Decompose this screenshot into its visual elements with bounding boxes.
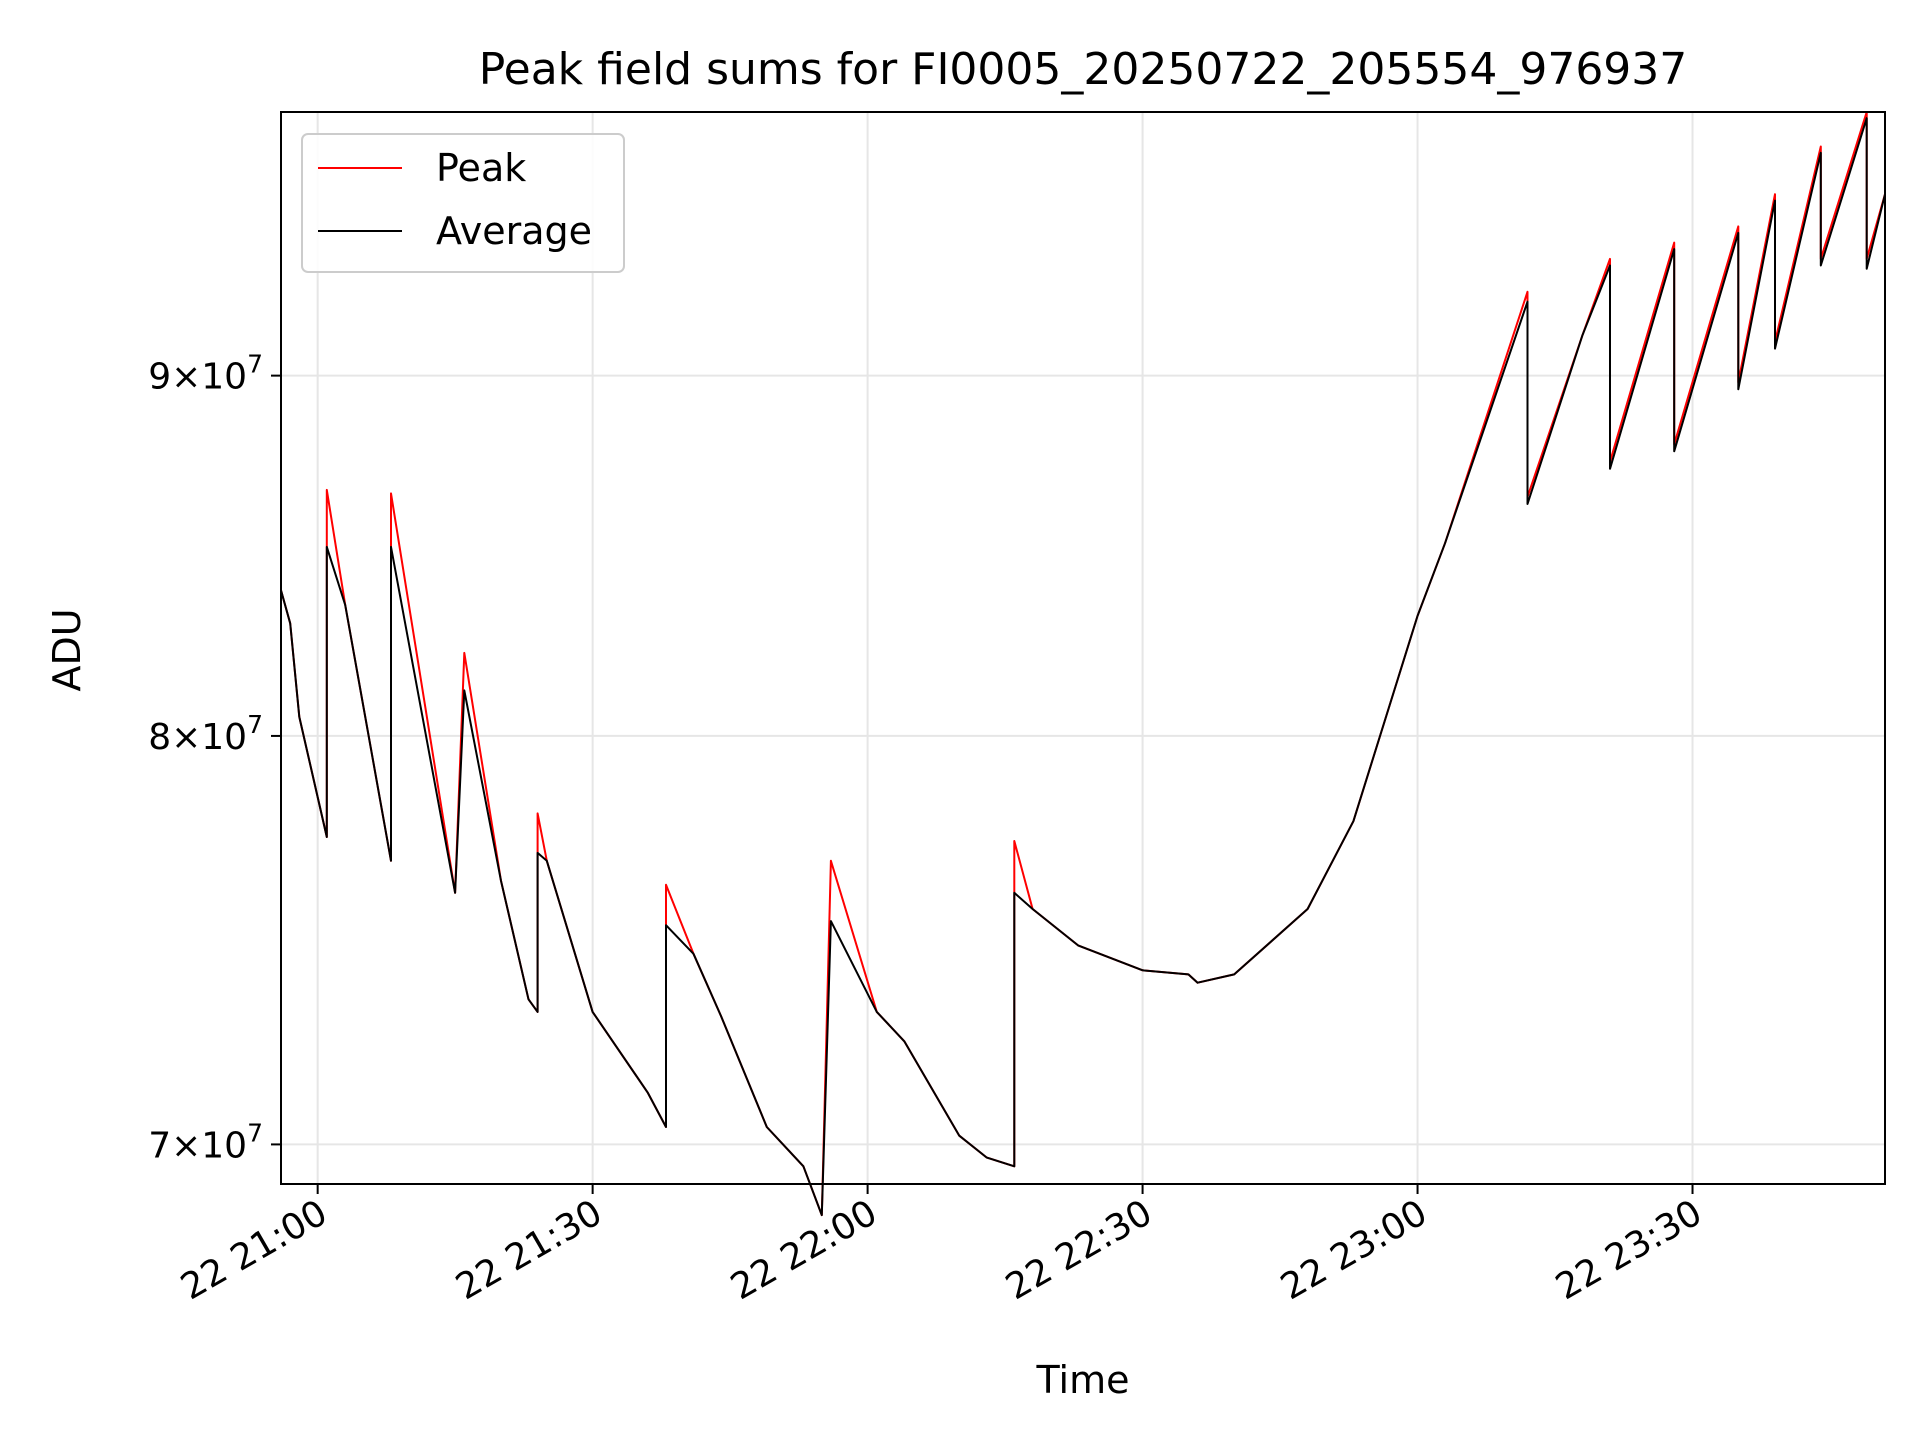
chart-title: Peak field sums for FI0005_20250722_2055… <box>479 44 1688 95</box>
y-tick-exponent: 7 <box>247 350 263 379</box>
y-tick-mantissa: 9 <box>148 357 171 398</box>
plot-frame <box>280 111 1886 1185</box>
y-axis-label: ADU <box>45 608 89 691</box>
x-axis-label: Time <box>1036 1358 1130 1402</box>
y-tick-exponent: 7 <box>247 1118 263 1147</box>
legend-label-average: Average <box>436 209 592 253</box>
series-line-average <box>280 117 1886 1217</box>
legend-label-peak: Peak <box>436 146 526 190</box>
legend: Peak Average <box>301 133 625 273</box>
y-tick-times: ×10 <box>171 717 247 758</box>
y-tick-times: ×10 <box>171 1125 247 1166</box>
series-lines <box>280 111 1886 1217</box>
y-tick-times: ×10 <box>171 357 247 398</box>
y-tick-label: 9×107 <box>148 350 263 398</box>
y-tick-mantissa: 8 <box>148 717 171 758</box>
grid <box>281 112 1885 1184</box>
y-tick-mantissa: 7 <box>148 1125 171 1166</box>
y-tick-label: 8×107 <box>148 710 263 758</box>
y-tick-label: 7×107 <box>148 1118 263 1166</box>
y-tick-exponent: 7 <box>247 710 263 739</box>
